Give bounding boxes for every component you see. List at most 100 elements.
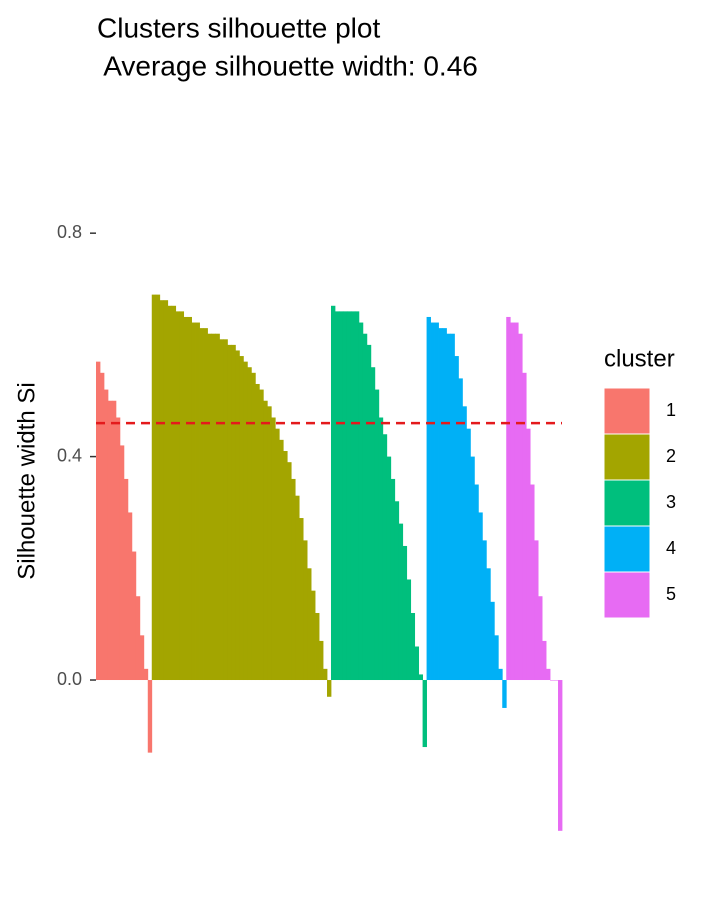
legend-key bbox=[603, 479, 651, 527]
legend-label: 1 bbox=[666, 400, 676, 420]
bar bbox=[474, 484, 479, 681]
bar bbox=[418, 674, 423, 681]
bar bbox=[382, 434, 388, 681]
legend-label: 4 bbox=[666, 538, 676, 558]
bar bbox=[231, 344, 236, 681]
bar bbox=[111, 400, 117, 681]
legend-label: 2 bbox=[666, 446, 676, 466]
legend-key bbox=[603, 571, 651, 619]
bar bbox=[338, 311, 344, 681]
bar bbox=[247, 367, 252, 681]
bar bbox=[99, 372, 105, 681]
bar bbox=[251, 372, 256, 681]
bar bbox=[223, 339, 228, 681]
bar bbox=[550, 680, 555, 681]
bar bbox=[366, 344, 372, 681]
legend-key bbox=[603, 433, 651, 481]
bar bbox=[482, 540, 487, 681]
bar bbox=[211, 333, 216, 681]
bar bbox=[438, 328, 443, 681]
bar bbox=[227, 344, 232, 681]
bar bbox=[394, 501, 400, 681]
bar bbox=[203, 328, 208, 681]
bar bbox=[494, 635, 499, 681]
bar bbox=[215, 333, 220, 681]
bar bbox=[119, 445, 125, 681]
bar bbox=[354, 311, 360, 681]
bar bbox=[123, 478, 129, 681]
bar bbox=[498, 668, 503, 681]
bar bbox=[534, 540, 539, 681]
bar bbox=[330, 305, 336, 681]
legend-key bbox=[603, 525, 651, 573]
bar bbox=[139, 635, 145, 681]
bar bbox=[239, 356, 244, 681]
bar bbox=[502, 680, 507, 708]
bar bbox=[143, 668, 149, 681]
bar bbox=[362, 333, 368, 681]
bar bbox=[378, 417, 384, 681]
bar bbox=[155, 294, 161, 681]
bar bbox=[96, 361, 101, 681]
bar bbox=[163, 300, 169, 681]
bar bbox=[151, 294, 157, 681]
bar bbox=[207, 333, 212, 681]
bar bbox=[434, 322, 439, 681]
bar bbox=[426, 316, 431, 681]
bar bbox=[442, 328, 447, 681]
bar bbox=[159, 300, 165, 681]
bar bbox=[358, 322, 364, 681]
bar bbox=[235, 350, 240, 681]
bar bbox=[342, 311, 348, 681]
bar bbox=[175, 311, 181, 681]
bar bbox=[283, 451, 288, 681]
bar bbox=[422, 680, 427, 748]
bar bbox=[271, 417, 276, 681]
bar bbox=[323, 668, 328, 681]
bar bbox=[506, 316, 511, 681]
bar bbox=[259, 389, 264, 681]
bar bbox=[275, 428, 280, 681]
legend-title: cluster bbox=[604, 345, 675, 372]
bar bbox=[307, 568, 312, 681]
bar bbox=[199, 328, 204, 681]
bar bbox=[454, 356, 459, 681]
bar bbox=[410, 612, 416, 681]
bar bbox=[243, 361, 248, 681]
bar bbox=[462, 406, 467, 681]
bar bbox=[315, 612, 320, 681]
bar bbox=[171, 305, 177, 681]
bar bbox=[334, 311, 340, 681]
bar bbox=[255, 383, 260, 681]
bar bbox=[350, 311, 356, 681]
bar bbox=[430, 322, 435, 681]
bar bbox=[458, 378, 463, 681]
bar bbox=[115, 417, 121, 681]
chart-subtitle: Average silhouette width: 0.46 bbox=[97, 50, 478, 81]
bar bbox=[311, 590, 316, 681]
bar bbox=[131, 551, 137, 681]
bar bbox=[470, 456, 475, 681]
bar bbox=[374, 389, 380, 681]
bar bbox=[187, 316, 192, 681]
legend-key bbox=[603, 387, 651, 435]
legend-label: 5 bbox=[666, 584, 676, 604]
y-tick-label: 0.0 bbox=[57, 669, 82, 689]
bar bbox=[530, 484, 535, 681]
y-axis-label: Silhouette width Si bbox=[13, 382, 40, 579]
bar bbox=[538, 596, 543, 681]
bar bbox=[279, 439, 284, 681]
chart-title: Clusters silhouette plot bbox=[97, 12, 380, 43]
bar bbox=[147, 680, 153, 753]
bar bbox=[107, 400, 113, 681]
bar bbox=[554, 680, 559, 681]
bar bbox=[327, 680, 332, 697]
bar bbox=[191, 322, 196, 681]
bar bbox=[514, 322, 519, 681]
bar bbox=[518, 333, 523, 681]
bar bbox=[267, 406, 272, 681]
y-tick-label: 0.4 bbox=[57, 445, 82, 465]
bar bbox=[526, 428, 531, 681]
bar bbox=[103, 389, 109, 681]
